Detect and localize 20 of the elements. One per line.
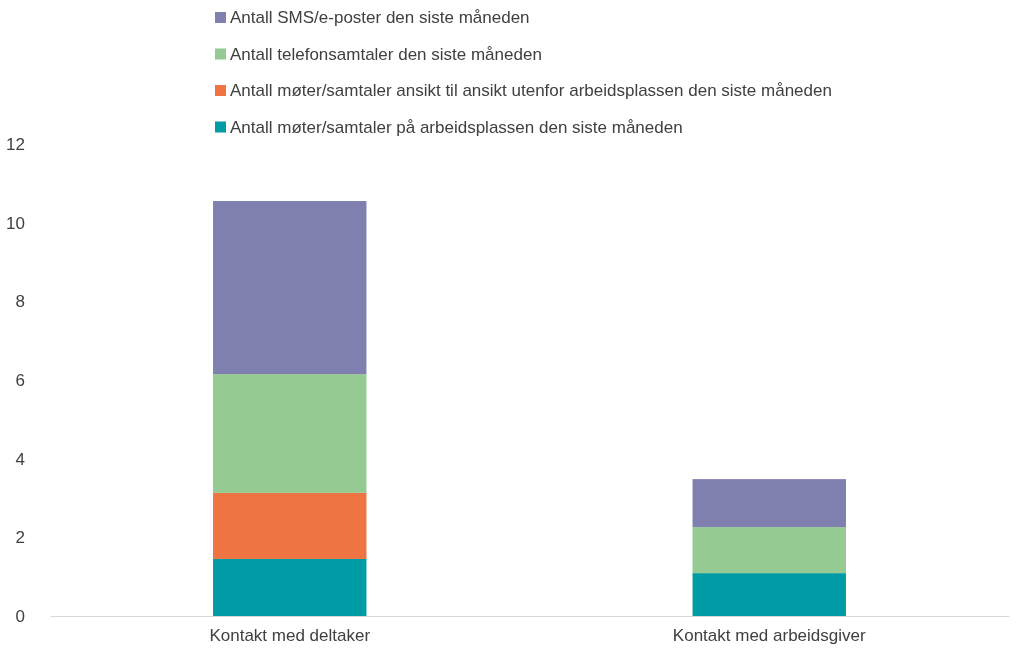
y-tick-label: 4: [15, 449, 25, 469]
bar: [692, 573, 846, 616]
y-tick-label: 2: [15, 528, 25, 548]
legend-label: Antall møter/samtaler på arbeidsplassen den siste måneden: [230, 117, 683, 137]
legend-label: Antall telefonsamtaler den siste måneden: [230, 44, 542, 64]
legend-label: Antall SMS/e-poster den siste måneden: [230, 8, 530, 27]
bar: [213, 201, 367, 375]
y-tick-label: 0: [15, 606, 25, 626]
y-tick-label: 12: [6, 134, 25, 154]
bar: [213, 374, 367, 493]
y-tick-label: 10: [6, 213, 25, 233]
x-tick-label: Kontakt med arbeidsgiver: [672, 626, 866, 646]
y-tick-label: 6: [15, 370, 25, 390]
bar: [692, 527, 846, 574]
bar: [213, 558, 367, 616]
y-tick-label: 8: [15, 292, 25, 312]
bar: [213, 492, 367, 559]
legend-label: Antall møter/samtaler ansikt til ansikt utenfor arbeidsplassen den siste måneden: [230, 81, 832, 100]
bar: [692, 479, 846, 528]
x-tick-label: Kontakt med deltaker: [209, 626, 371, 646]
